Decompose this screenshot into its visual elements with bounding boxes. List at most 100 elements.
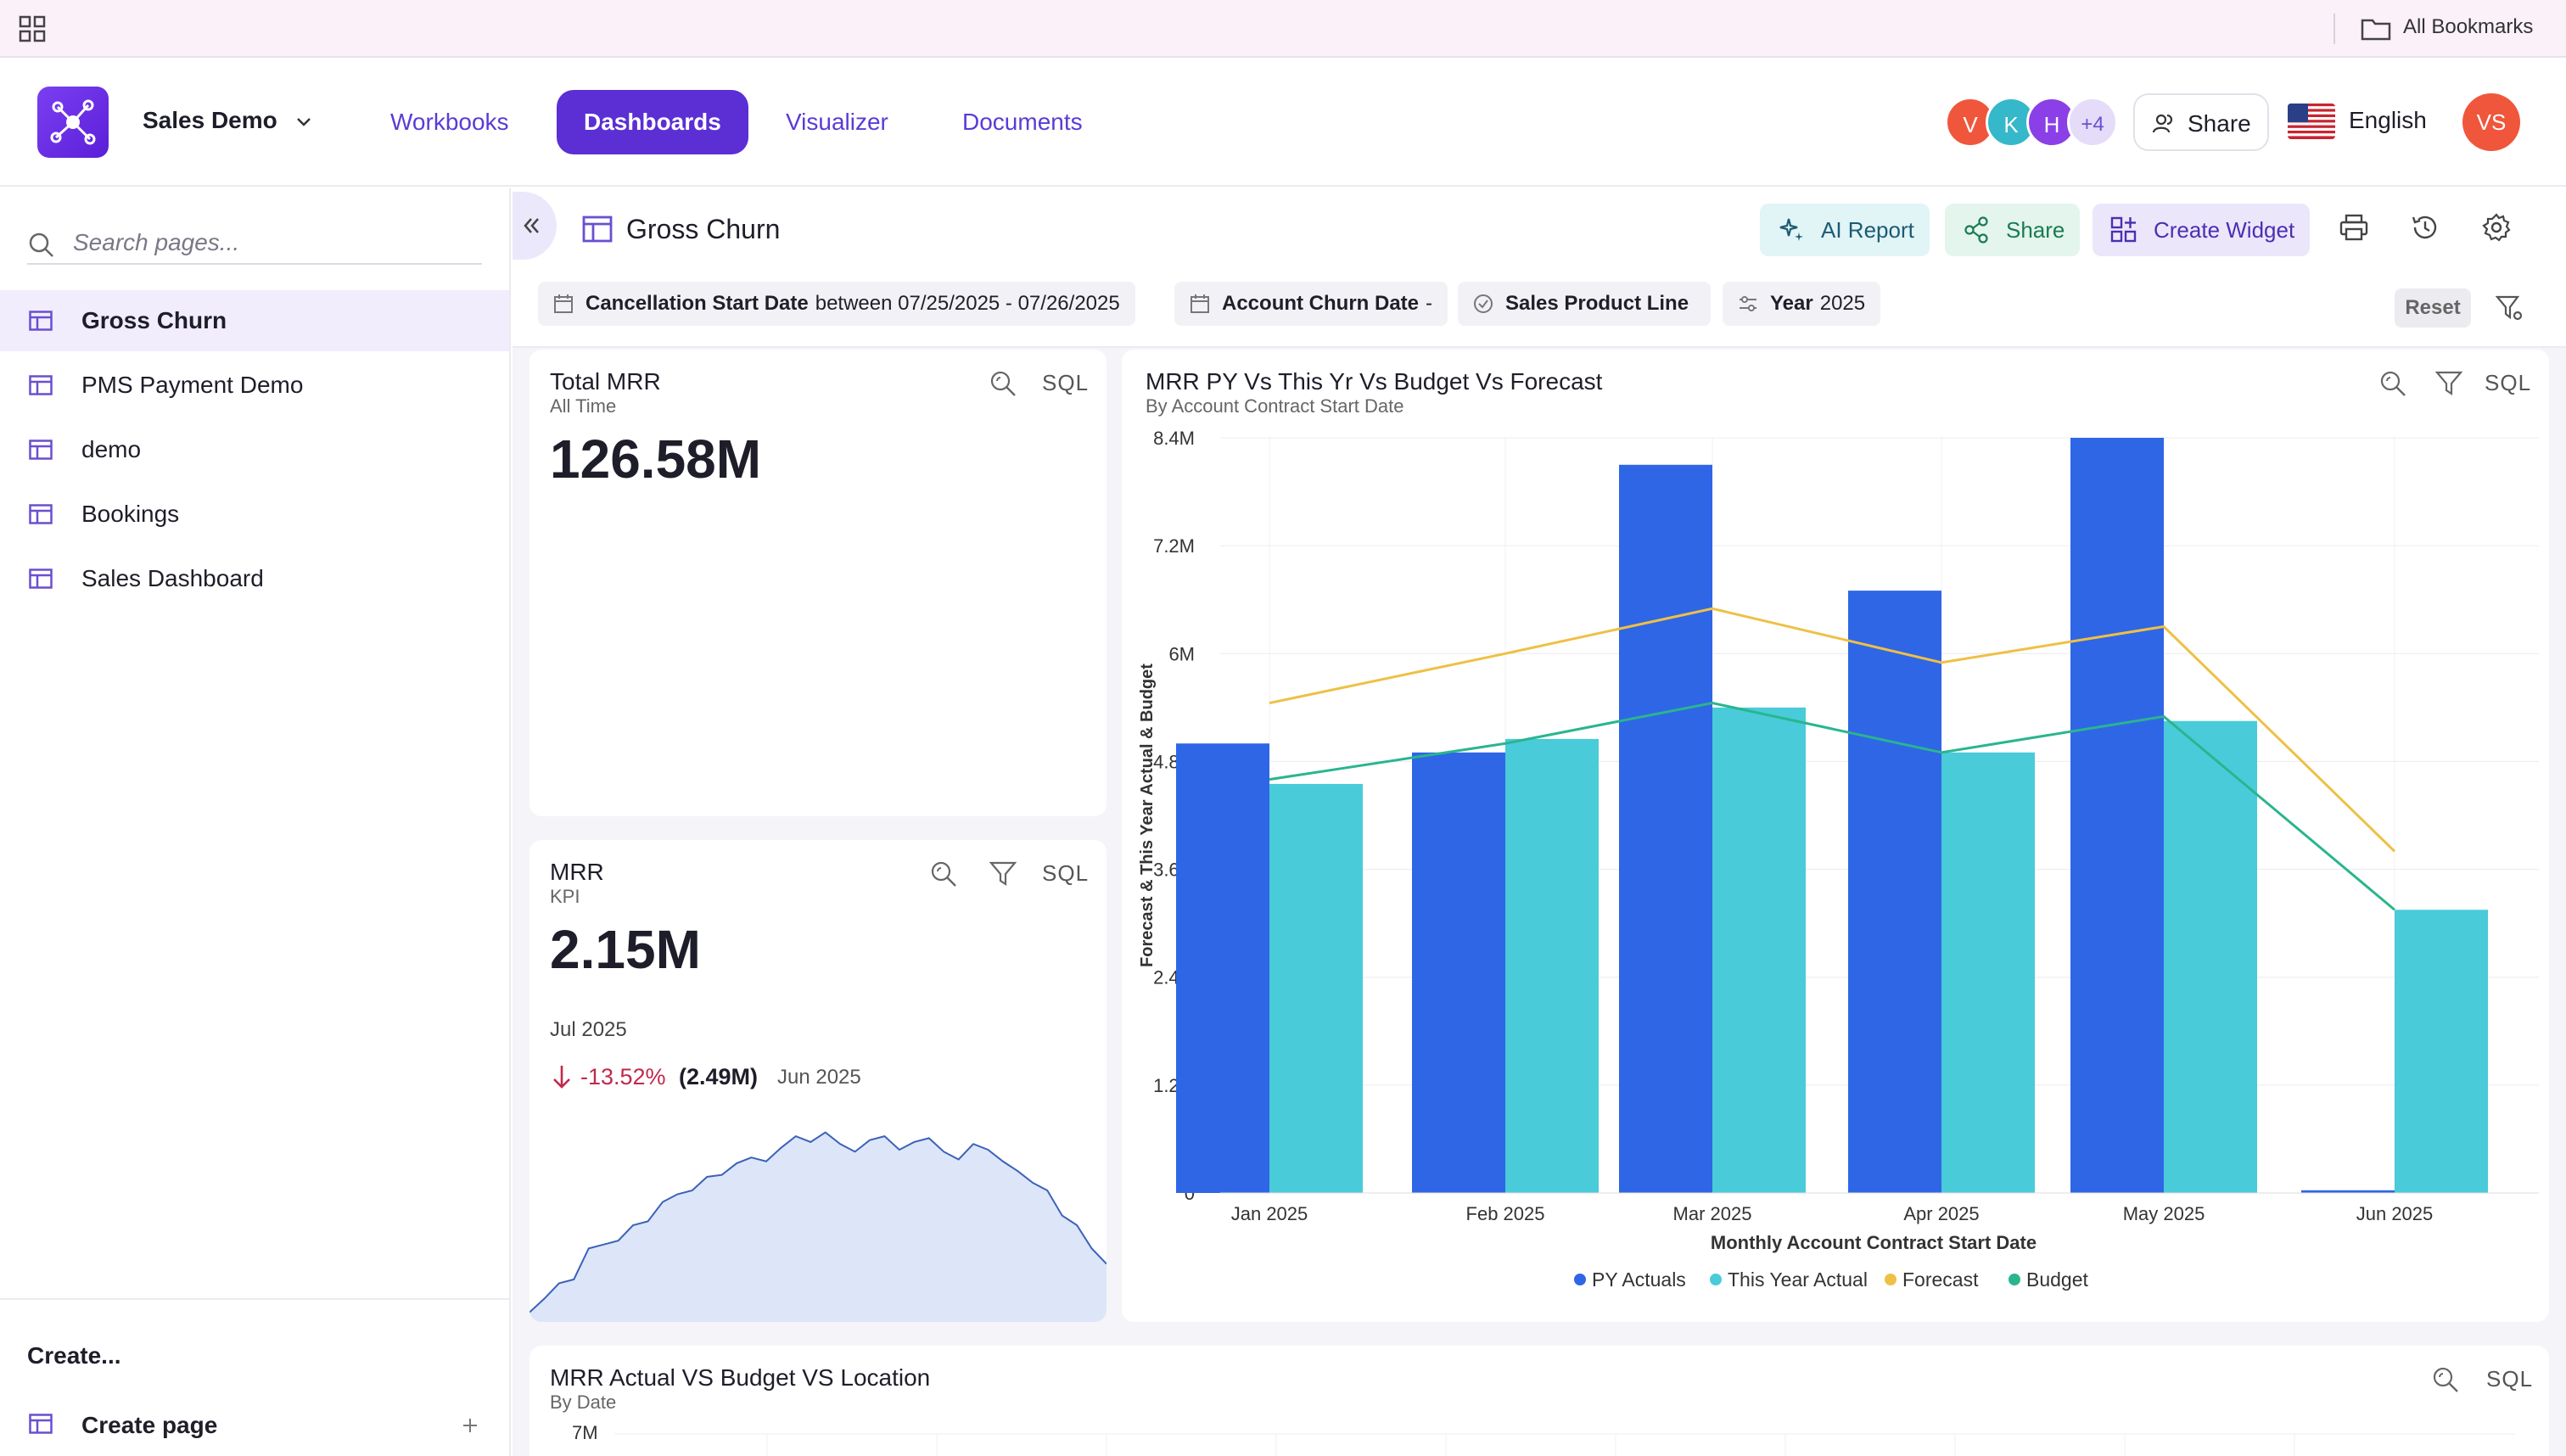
sidebar-footer: Create... Create page (0, 1298, 509, 1456)
tab-visualizer[interactable]: Visualizer (786, 109, 888, 135)
sidebar-item-sales-dashboard[interactable]: Sales Dashboard (0, 548, 509, 609)
sidebar-item-label: Bookings (81, 501, 180, 527)
share-label: Share (2006, 217, 2065, 243)
chevron-down-icon[interactable] (292, 110, 316, 134)
legend-item[interactable]: PY Actuals (1592, 1268, 1686, 1291)
sidebar-item-gross-churn[interactable]: Gross Churn (0, 290, 509, 351)
print-icon[interactable] (2339, 212, 2369, 243)
sidebar-item-demo[interactable]: demo (0, 419, 509, 480)
dashboard-icon (29, 311, 53, 331)
sidebar-item-label: Gross Churn (81, 307, 227, 333)
sidebar-item-bookings[interactable]: Bookings (0, 484, 509, 545)
sidebar-item-label: Sales Dashboard (81, 565, 264, 591)
sql-button[interactable]: SQL (1042, 370, 1090, 395)
bar-py-actuals[interactable] (1619, 464, 1712, 1193)
y-axis-label: Forecast & This Year Actual & Budget (1138, 664, 1157, 967)
widget-subtitle: All Time (550, 395, 617, 417)
bar-this-year-actual[interactable] (1712, 707, 1806, 1193)
x-axis-tick: Mar 2025 (1673, 1203, 1752, 1224)
apps-grid-icon[interactable] (19, 15, 46, 42)
bar-py-actuals[interactable] (2070, 438, 2164, 1193)
y-axis-tick: 7.2M (1153, 535, 1195, 557)
app-name[interactable]: Sales Demo (143, 107, 277, 133)
app-logo[interactable] (37, 87, 109, 158)
filter-icon[interactable] (988, 859, 1018, 889)
sql-button[interactable]: SQL (1042, 860, 1090, 886)
history-icon[interactable] (2410, 212, 2440, 243)
gear-icon[interactable] (2481, 212, 2512, 243)
bar-py-actuals[interactable] (1176, 743, 1269, 1193)
legend-item[interactable]: Forecast (1902, 1268, 1979, 1291)
create-widget-button[interactable]: Create Widget (2093, 204, 2311, 256)
mrr-sparkline (529, 1131, 1107, 1322)
filter-chip-year[interactable]: Year 2025 (1723, 282, 1881, 326)
language-selector[interactable]: English (2349, 107, 2427, 133)
x-axis-label: Monthly Account Contract Start Date (1711, 1232, 2037, 1253)
all-bookmarks-link[interactable]: All Bookmarks (2403, 15, 2534, 38)
main-content: Gross Churn AI Report Share (513, 188, 2566, 1456)
filter-icon[interactable] (2434, 368, 2464, 399)
plus-icon[interactable] (460, 1415, 480, 1436)
zoom-icon[interactable] (928, 859, 959, 889)
bar-this-year-actual[interactable] (1269, 783, 1363, 1193)
share-button-label: Share (2188, 110, 2251, 137)
title-bar: Gross Churn AI Report Share (513, 188, 2566, 263)
share-button[interactable]: Share (2133, 93, 2269, 151)
search-input[interactable] (73, 226, 472, 260)
filter-value: 2025 (1819, 292, 1866, 315)
create-menu[interactable]: Create... (27, 1342, 121, 1369)
reset-filters-button[interactable]: Reset (2395, 288, 2471, 328)
ai-report-label: AI Report (1821, 217, 1914, 243)
zoom-icon[interactable] (988, 368, 1018, 399)
legend-item[interactable]: This Year Actual (1728, 1268, 1868, 1291)
search-box (27, 222, 482, 265)
bar-this-year-actual[interactable] (2395, 910, 2488, 1193)
sql-button[interactable]: SQL (2486, 1366, 2534, 1392)
bar-py-actuals[interactable] (1412, 752, 1505, 1193)
filter-chip-cancellation-date[interactable]: Cancellation Start Date between 07/25/202… (538, 282, 1135, 326)
bar-py-actuals[interactable] (1848, 591, 1941, 1193)
kpi-previous-period: Jun 2025 (777, 1066, 861, 1089)
search-icon (29, 232, 53, 257)
dashboard-icon (29, 504, 53, 524)
kpi-previous-value: (2.49M) (679, 1064, 759, 1089)
line-forecast[interactable] (1269, 607, 2396, 853)
filter-value: between 07/25/2025 - 07/26/2025 (815, 292, 1120, 315)
check-circle-icon (1474, 294, 1493, 313)
x-axis-tick: Apr 2025 (1903, 1203, 1979, 1224)
ai-report-button[interactable]: AI Report (1760, 204, 1930, 256)
page-share-button[interactable]: Share (1945, 204, 2081, 256)
x-axis-tick: Jan 2025 (1231, 1203, 1308, 1224)
sql-button[interactable]: SQL (2485, 370, 2532, 395)
zoom-icon[interactable] (2430, 1364, 2461, 1395)
zoom-icon[interactable] (2378, 368, 2408, 399)
folder-icon[interactable] (2361, 17, 2391, 41)
collapse-sidebar-button[interactable] (513, 192, 557, 260)
bar-this-year-actual[interactable] (2164, 720, 2257, 1193)
user-avatar[interactable]: VS (2462, 93, 2520, 151)
line-budget[interactable] (1269, 702, 2395, 911)
filter-chip-account-churn-date[interactable]: Account Churn Date - (1174, 282, 1448, 326)
bar-py-actuals[interactable] (2301, 1190, 2395, 1193)
create-page-button[interactable]: Create page (27, 1405, 492, 1446)
filter-settings-icon[interactable] (2495, 294, 2525, 324)
y-axis-tick: 6M (1168, 643, 1195, 664)
legend-item[interactable]: Budget (2026, 1268, 2089, 1291)
us-flag-icon[interactable] (2288, 104, 2335, 139)
sliders-icon (1740, 296, 1756, 311)
more-collaborators-badge[interactable]: +4 (2067, 97, 2118, 148)
bar-this-year-actual[interactable] (1505, 738, 1599, 1193)
y-axis-tick: 7M (572, 1422, 598, 1443)
bar-this-year-actual[interactable] (1941, 752, 2035, 1193)
users-icon (2152, 114, 2173, 133)
tab-workbooks[interactable]: Workbooks (390, 109, 509, 135)
filter-chip-sales-product-line[interactable]: Sales Product Line (1458, 282, 1712, 326)
tab-documents[interactable]: Documents (962, 109, 1083, 135)
create-widget-label: Create Widget (2154, 217, 2295, 243)
x-axis-tick: May 2025 (2123, 1203, 2205, 1224)
sidebar-item-pms-payment-demo[interactable]: PMS Payment Demo (0, 355, 509, 416)
tab-dashboards[interactable]: Dashboards (557, 90, 748, 154)
widget-subtitle: By Date (550, 1392, 617, 1413)
sidebar: Gross Churn PMS Payment Demo demo Bookin… (0, 188, 511, 1456)
